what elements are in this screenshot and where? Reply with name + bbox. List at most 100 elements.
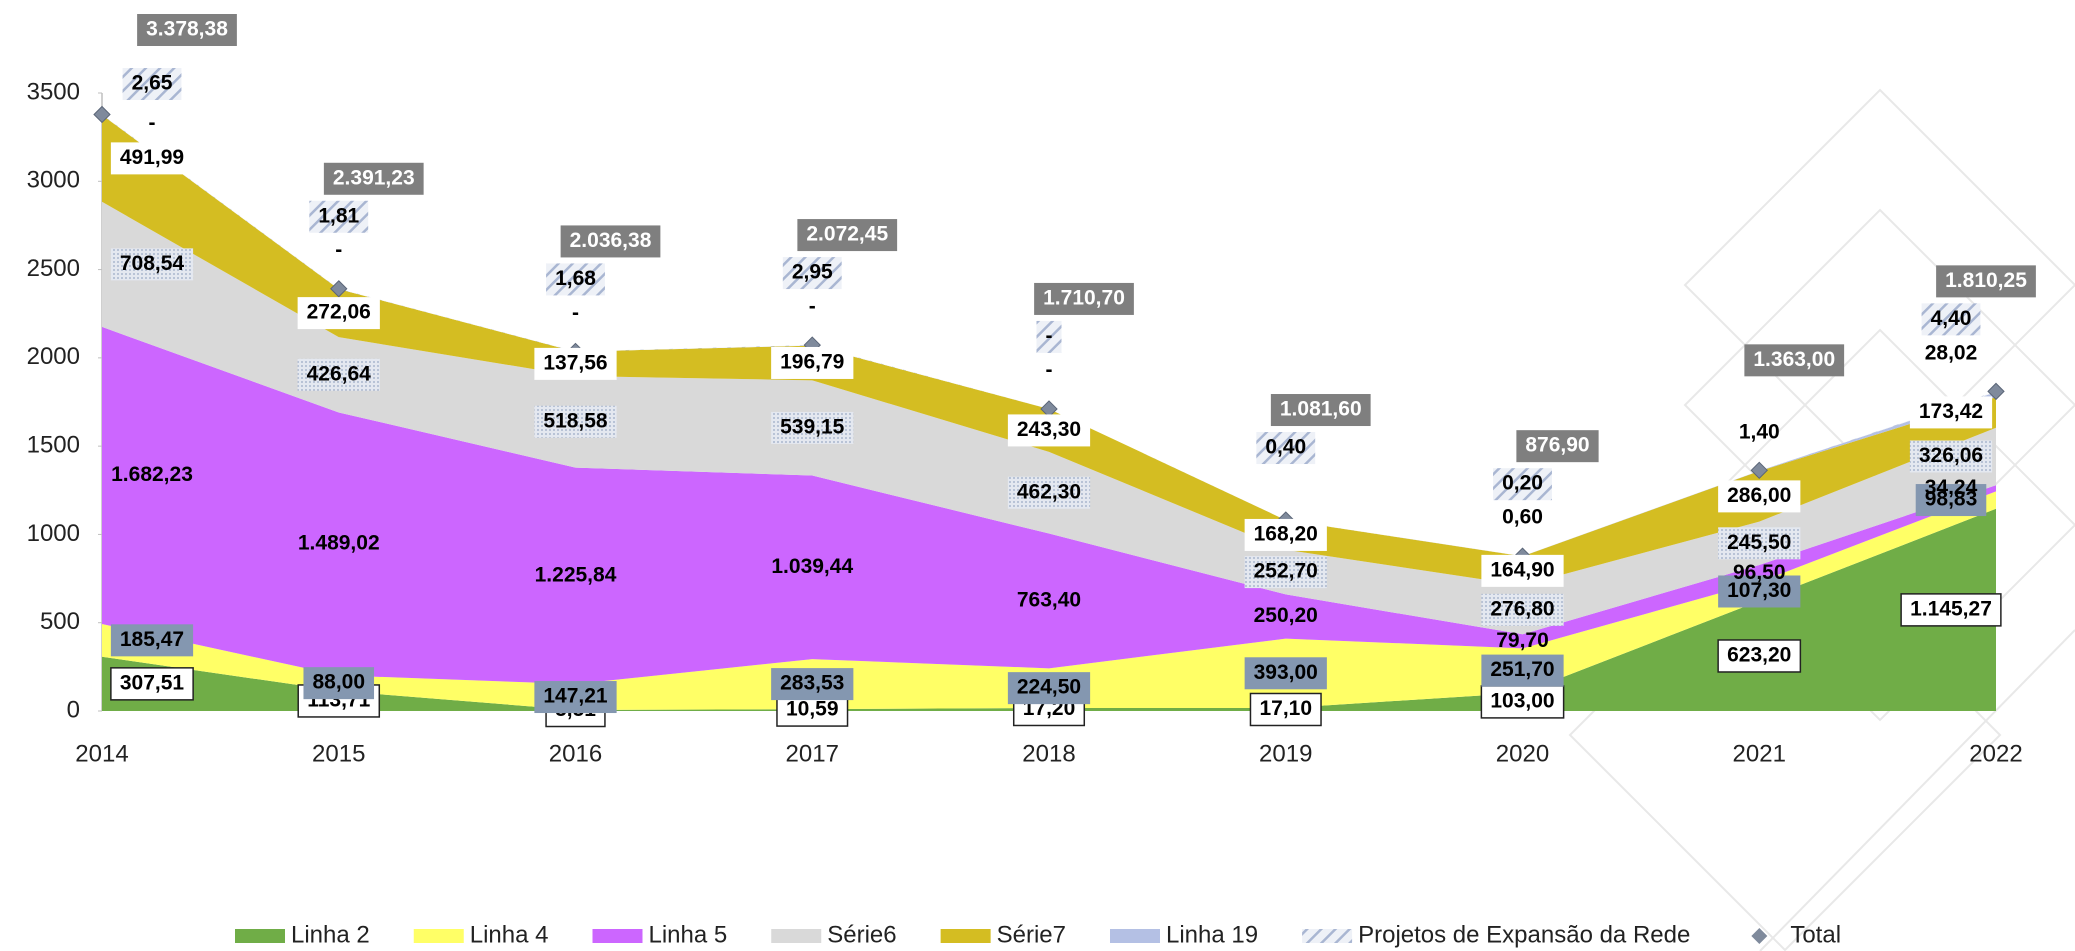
- data-label-box: [122, 68, 182, 100]
- data-label-text: 462,30: [1017, 480, 1081, 503]
- data-label: 1.682,23: [111, 463, 193, 486]
- data-label-box: [297, 358, 380, 391]
- data-label-box: [1481, 654, 1564, 687]
- data-label: 1.081,60: [1270, 394, 1371, 427]
- data-label: 2,65: [122, 68, 182, 100]
- data-label-box: [1921, 303, 1981, 336]
- legend: Linha 2 Linha 4 Linha 5 Série6 Série7 Linha 1…: [235, 921, 1841, 948]
- x-tick-label: 2016: [549, 740, 602, 767]
- data-label-text: 2.036,38: [570, 229, 652, 252]
- data-label: 539,15: [771, 411, 854, 444]
- data-label-box: [1007, 672, 1091, 705]
- legend-swatch: [592, 929, 643, 943]
- area: [102, 114, 1996, 586]
- data-label: 185,47: [110, 624, 194, 657]
- data-label-box: [1007, 476, 1091, 509]
- data-label: 426,64: [297, 358, 380, 391]
- data-label-text: 196,79: [780, 351, 844, 374]
- data-label-text: 250,20: [1254, 604, 1318, 627]
- legend-label: Projetos de Expansão da Rede: [1358, 921, 1690, 948]
- legend-label: Série6: [827, 921, 896, 948]
- legend-label: Linha 19: [1166, 921, 1258, 948]
- data-label-text: 251,70: [1490, 658, 1554, 681]
- data-label: 1.145,27: [1900, 593, 2002, 627]
- data-label-text: 17,10: [1259, 697, 1312, 720]
- data-label: 196,79: [771, 346, 854, 379]
- data-label: 623,20: [1717, 639, 1802, 673]
- data-label-text: -: [149, 112, 156, 135]
- data-label-box: [110, 142, 194, 175]
- data-label-text: 1.810,25: [1945, 269, 2027, 292]
- data-label-text: 623,20: [1727, 644, 1791, 667]
- data-label: 98,83: [1915, 484, 1987, 517]
- data-label-text: 0,60: [1502, 506, 1543, 529]
- data-label-box: [1007, 414, 1091, 447]
- data-label-text: 168,20: [1254, 522, 1318, 545]
- data-label-text: 276,80: [1490, 597, 1554, 620]
- data-label-box: [560, 225, 661, 258]
- data-label-box: [323, 162, 424, 195]
- data-label-box: [771, 346, 854, 379]
- area: [102, 201, 1996, 635]
- data-label-text: 283,53: [780, 672, 844, 695]
- x-tick-label: 2021: [1733, 740, 1786, 767]
- data-label-box: [534, 681, 617, 714]
- legend-label: Linha 5: [649, 921, 728, 948]
- data-label: 326,06: [1909, 440, 1993, 473]
- data-label: 1.710,70: [1034, 282, 1134, 315]
- data-label: 250,20: [1254, 604, 1318, 627]
- data-label-text: 224,50: [1017, 676, 1081, 699]
- data-label-box: [797, 219, 898, 252]
- data-label-text: 0,20: [1502, 472, 1543, 495]
- data-label: 164,90: [1481, 554, 1564, 587]
- data-label: 0,40: [1256, 432, 1316, 465]
- data-label-text: 245,50: [1727, 531, 1791, 554]
- data-label: 1,68: [546, 263, 605, 296]
- data-label-box: [110, 248, 194, 281]
- data-label: -: [1036, 320, 1062, 353]
- y-tick-label: 1000: [27, 520, 80, 547]
- data-label: 763,40: [1017, 588, 1081, 611]
- data-label-box: [1493, 468, 1552, 501]
- data-label-box: [1244, 657, 1327, 690]
- data-label-text: 103,00: [1490, 689, 1554, 712]
- x-tick-label: 2022: [1969, 740, 2022, 767]
- data-label: 518,58: [534, 405, 617, 438]
- y-tick-label: 2000: [27, 343, 80, 370]
- data-label: 393,00: [1244, 657, 1327, 690]
- data-label-text: 307,51: [120, 671, 185, 694]
- data-label-box: [137, 14, 237, 46]
- data-label-box: [1718, 480, 1801, 513]
- data-label: -: [572, 301, 579, 324]
- data-label-box: [1270, 394, 1371, 427]
- data-label: 224,50: [1007, 672, 1091, 705]
- x-tick-label: 2015: [312, 740, 365, 767]
- data-label-box: [1249, 692, 1322, 727]
- data-label: 168,20: [1244, 518, 1327, 551]
- area: [102, 326, 1996, 685]
- data-label: 4,40: [1921, 303, 1981, 336]
- total-marker: [330, 280, 348, 298]
- data-label: 79,70: [1496, 629, 1549, 652]
- data-label: 245,50: [1718, 527, 1801, 560]
- legend-marker: [1751, 928, 1768, 944]
- total-marker: [1750, 461, 1768, 480]
- data-label-text: 2,95: [792, 261, 833, 284]
- data-label-text: 1.039,44: [771, 555, 853, 578]
- data-label-box: [309, 200, 369, 233]
- area: [102, 508, 1996, 711]
- data-label-text: 1.489,02: [298, 531, 380, 554]
- data-label-text: 4,40: [1931, 307, 1972, 330]
- data-label-box: [771, 668, 854, 701]
- data-label-text: 28,02: [1925, 342, 1978, 365]
- data-label-text: -: [572, 301, 579, 324]
- data-label-text: 88,00: [312, 671, 365, 694]
- data-label: -: [335, 239, 342, 262]
- data-label-box: [1481, 554, 1564, 587]
- data-label-box: [297, 297, 380, 330]
- data-label-box: [1717, 639, 1802, 673]
- data-label: 283,53: [771, 668, 854, 701]
- data-label: 1.489,02: [298, 531, 380, 554]
- data-label-box: [1481, 593, 1564, 626]
- data-label-text: 491,99: [120, 146, 184, 169]
